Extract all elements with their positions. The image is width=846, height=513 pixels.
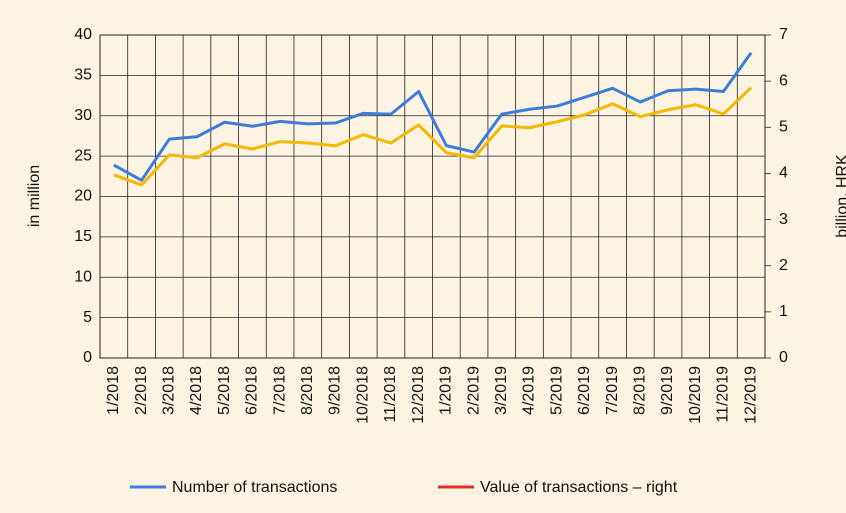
x-tick-label: 1/2018 [105, 366, 122, 415]
x-tick-label: 2/2019 [465, 366, 482, 415]
x-tick-label: 1/2019 [438, 366, 455, 415]
y2-axis-label: billion, HRK [834, 154, 846, 238]
x-tick-label: 7/2018 [271, 366, 288, 415]
y2-tick-label: 3 [779, 211, 788, 228]
y-tick-label: 0 [83, 349, 92, 366]
legend-label: Number of transactions [172, 479, 337, 496]
y2-tick-label: 6 [779, 72, 788, 89]
x-tick-label: 9/2018 [327, 366, 344, 415]
x-tick-label: 3/2018 [160, 366, 177, 415]
x-tick-label: 8/2019 [632, 366, 649, 415]
x-tick-label: 6/2018 [244, 366, 261, 415]
x-tick-label: 8/2018 [299, 366, 316, 415]
x-tick-label: 12/2018 [410, 366, 427, 424]
y2-tick-label: 2 [779, 257, 788, 274]
y-tick-label: 5 [83, 309, 92, 326]
x-tick-label: 4/2018 [188, 366, 205, 415]
y2-tick-label: 7 [779, 26, 788, 43]
plot-border [99, 34, 766, 359]
x-tick-label: 4/2019 [521, 366, 538, 415]
y-tick-label: 40 [74, 26, 92, 43]
y-tick-label: 35 [74, 67, 92, 84]
x-tick-label: 5/2019 [548, 366, 565, 415]
x-tick-label: 10/2019 [687, 366, 704, 424]
y2-tick-label: 5 [779, 119, 788, 136]
x-tick-label: 12/2019 [742, 366, 759, 424]
y-axis-label: in million [26, 165, 43, 227]
y2-tick-label: 1 [779, 303, 788, 320]
x-tick-label: 10/2018 [354, 366, 371, 424]
x-tick-label: 9/2019 [659, 366, 676, 415]
y-tick-label: 10 [74, 268, 92, 285]
legend-label: Value of transactions – right [480, 479, 678, 496]
y-tick-label: 15 [74, 228, 92, 245]
series-line [113, 86, 753, 187]
y-tick-label: 30 [74, 107, 92, 124]
x-tick-label: 3/2019 [493, 366, 510, 415]
x-tick-label: 11/2018 [382, 366, 399, 423]
x-tick-label: 7/2019 [604, 366, 621, 415]
series-line [113, 51, 753, 182]
x-tick-label: 6/2019 [576, 366, 593, 415]
y2-tick-label: 4 [779, 165, 788, 182]
x-tick-label: 11/2019 [715, 366, 732, 423]
x-tick-label: 5/2018 [216, 366, 233, 415]
y-tick-label: 20 [74, 188, 92, 205]
x-tick-label: 2/2018 [133, 366, 150, 415]
y-tick-label: 25 [74, 147, 92, 164]
y2-tick-label: 0 [779, 349, 788, 366]
